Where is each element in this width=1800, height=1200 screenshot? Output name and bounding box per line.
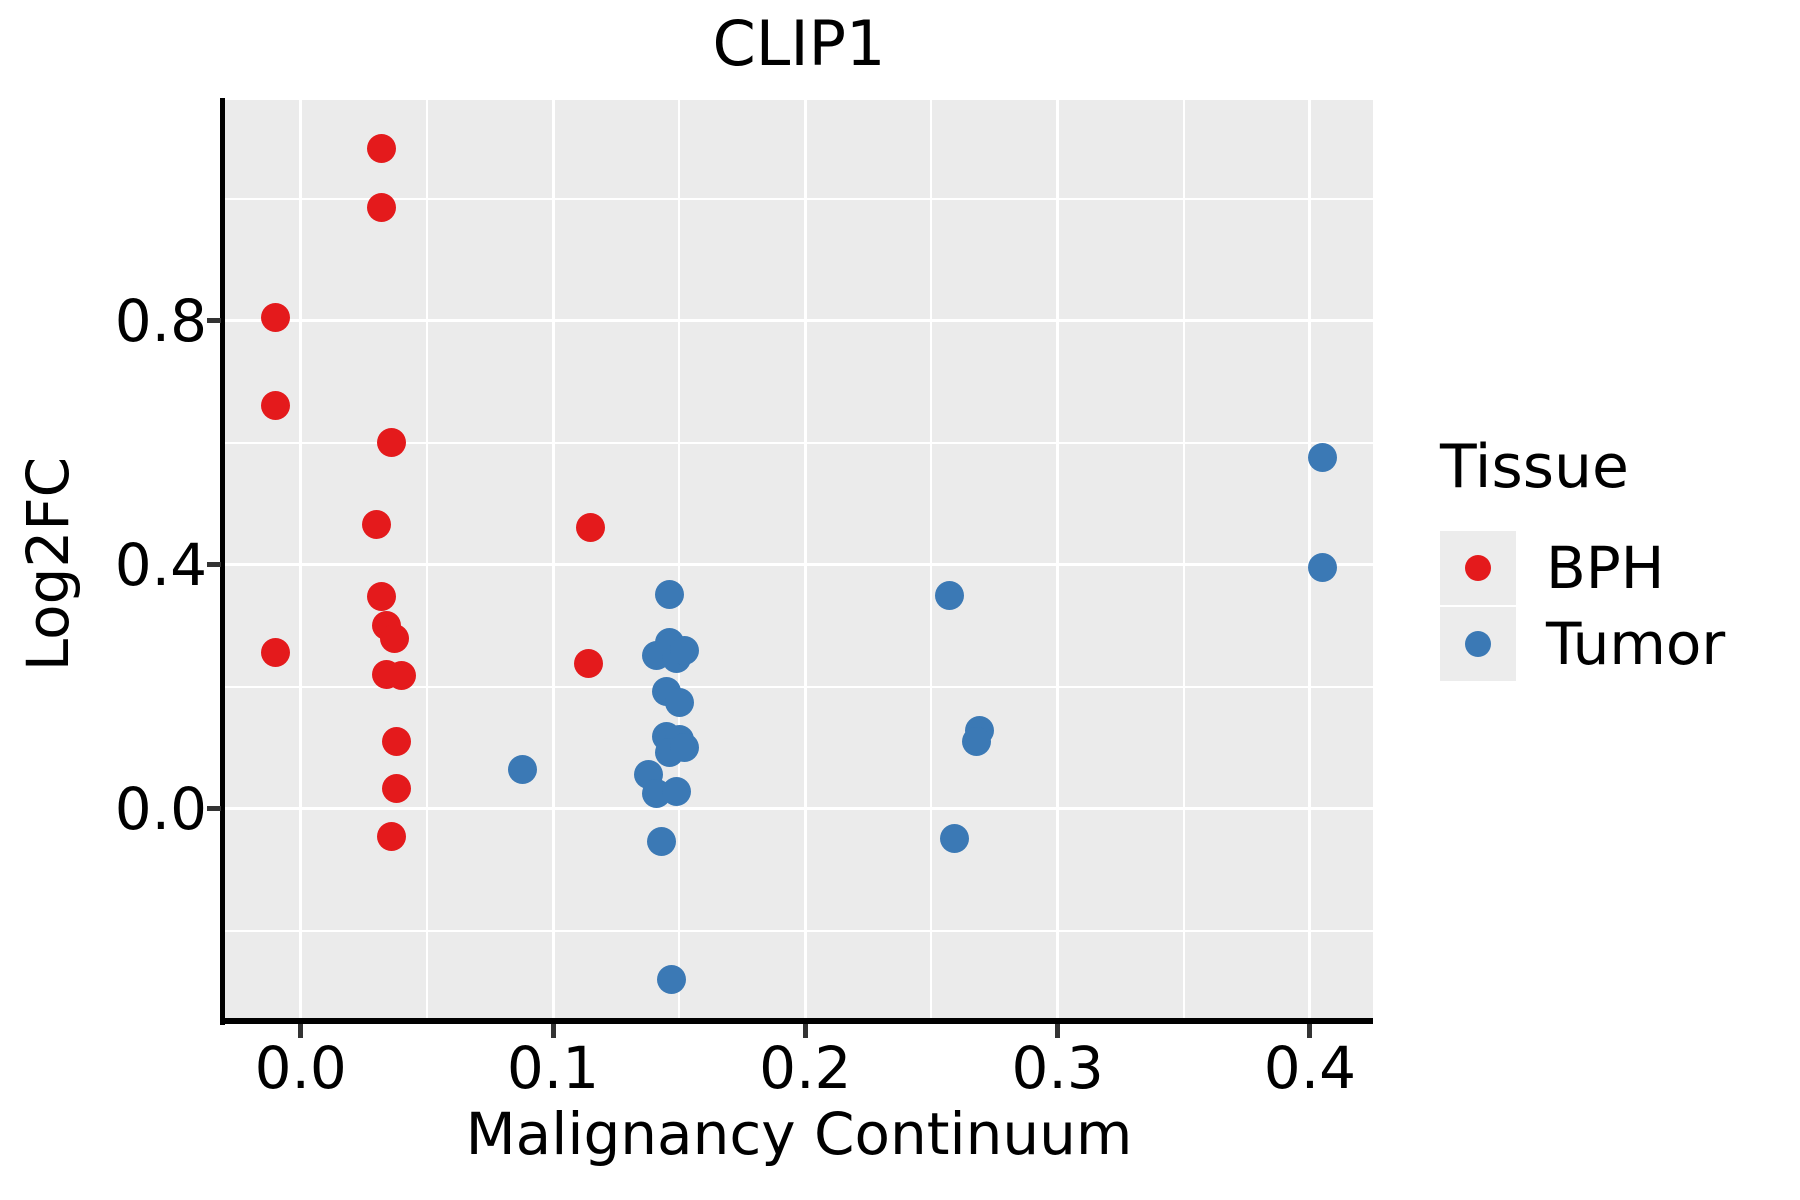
- x-tick-mark: [550, 1024, 556, 1038]
- y-minor-gridline: [225, 685, 1373, 688]
- x-major-gridline: [299, 100, 303, 1020]
- y-tick-mark: [207, 562, 221, 568]
- x-tick-label: 0.1: [506, 1034, 600, 1102]
- data-point-tumor: [664, 688, 694, 718]
- plot-area: [225, 100, 1373, 1020]
- y-tick-label: 0.0: [114, 774, 207, 843]
- data-point-bph: [366, 582, 396, 612]
- data-point-tumor: [646, 827, 676, 857]
- data-point-tumor: [508, 755, 538, 785]
- x-axis-line: [220, 1018, 1373, 1024]
- x-tick-label: 0.3: [1011, 1034, 1104, 1102]
- x-tick-label: 0.4: [1263, 1034, 1357, 1102]
- data-point-bph: [366, 193, 396, 223]
- y-minor-gridline: [225, 441, 1373, 444]
- bph-dot-icon: [1465, 555, 1491, 581]
- x-tick-mark: [298, 1024, 304, 1038]
- data-point-bph: [573, 649, 603, 679]
- y-minor-gridline: [225, 929, 1373, 932]
- legend: Tissue BPH Tumor: [1440, 432, 1725, 682]
- x-axis-label: Malignancy Continuum: [465, 1100, 1133, 1168]
- legend-row-bph: BPH: [1440, 530, 1725, 606]
- x-minor-gridline: [678, 100, 681, 1020]
- data-point-tumor: [654, 580, 684, 610]
- chart-title: CLIP1: [712, 7, 886, 80]
- y-major-gridline: [225, 563, 1373, 567]
- x-minor-gridline: [930, 100, 933, 1020]
- legend-title: Tissue: [1440, 432, 1629, 502]
- x-minor-gridline: [1182, 100, 1185, 1020]
- data-point-bph: [366, 134, 396, 164]
- data-point-bph: [260, 303, 290, 333]
- data-point-bph: [379, 623, 409, 653]
- y-major-gridline: [225, 807, 1373, 811]
- y-minor-gridline: [225, 197, 1373, 200]
- data-point-bph: [260, 391, 290, 421]
- y-tick-mark: [207, 806, 221, 812]
- y-major-gridline: [225, 319, 1373, 323]
- data-point-tumor: [669, 733, 699, 763]
- data-point-bph: [387, 661, 417, 691]
- data-point-bph: [377, 428, 407, 458]
- data-point-bph: [377, 822, 407, 852]
- legend-key: [1440, 531, 1516, 605]
- x-tick-label: 0.0: [254, 1034, 347, 1102]
- data-point-bph: [361, 509, 391, 539]
- x-tick-mark: [1307, 1024, 1313, 1038]
- legend-key: [1440, 607, 1516, 681]
- data-point-bph: [382, 774, 412, 804]
- x-minor-gridline: [425, 100, 428, 1020]
- y-axis-line: [220, 98, 225, 1025]
- x-tick-mark: [802, 1024, 808, 1038]
- data-point-bph: [260, 637, 290, 667]
- data-point-tumor: [662, 777, 692, 807]
- x-major-gridline: [551, 100, 555, 1020]
- legend-label: Tumor: [1546, 610, 1726, 678]
- y-axis-label: Log2FC: [14, 456, 82, 672]
- data-point-tumor: [1308, 553, 1338, 583]
- data-point-bph: [576, 512, 606, 542]
- x-major-gridline: [1056, 100, 1060, 1020]
- data-point-bph: [382, 727, 412, 757]
- legend-row-tumor: Tumor: [1440, 606, 1725, 682]
- data-point-tumor: [669, 635, 699, 665]
- x-tick-label: 0.2: [759, 1034, 852, 1102]
- data-point-tumor: [934, 581, 964, 611]
- data-point-tumor: [962, 727, 992, 757]
- data-point-tumor: [1308, 443, 1338, 472]
- y-tick-label: 0.8: [114, 286, 207, 355]
- data-point-tumor: [939, 823, 969, 853]
- y-tick-mark: [207, 318, 221, 324]
- x-tick-mark: [1055, 1024, 1061, 1038]
- legend-label: BPH: [1546, 534, 1665, 602]
- data-point-tumor: [657, 965, 687, 995]
- x-major-gridline: [803, 100, 807, 1020]
- y-tick-label: 0.4: [114, 530, 207, 599]
- tumor-dot-icon: [1465, 631, 1491, 657]
